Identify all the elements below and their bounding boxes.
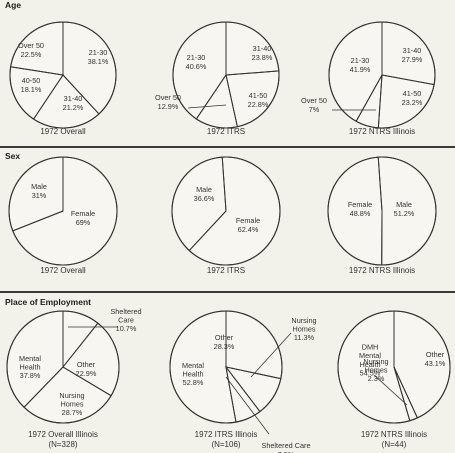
pie-slice [9, 66, 64, 120]
leader-line [225, 376, 270, 435]
pie-slice [377, 156, 437, 266]
pie-slice [62, 21, 117, 115]
pie-slice [10, 21, 64, 76]
slice-label: DMH Mental Health 54.5% [359, 343, 381, 378]
slice-label: 21-30 38.1% [88, 48, 109, 66]
pie-chart-5: Female 62.4% Male 36.6% 1972 ITRS [171, 156, 281, 275]
pie-slice [377, 74, 435, 129]
slice-label: Mental Health 37.8% [19, 354, 41, 380]
pie-caption: 1972 NTRS Illinois [349, 266, 415, 275]
pie-caption: 1972 Overall [40, 266, 86, 275]
pie-caption: 1972 NTRS Illinois [349, 127, 415, 136]
slice-label: Sheltered Care 10.7% [110, 307, 141, 333]
pie-chart-9: Other 43.1% Nursing Homes 2.3%DMH Mental Healt… [337, 310, 451, 449]
pie-caption: 1972 Overall Illinois [28, 430, 98, 439]
pie-chart-6: Male 51.2% Female 48.8% 1972 NTRS Illinois [327, 156, 437, 275]
pie-chart-3: 31-40 27.9% 41-50 23.2% Over 50 7% 21-30 41.9% 1… [301, 21, 436, 136]
pie-slice [23, 366, 112, 424]
slice-label: Nursing Homes 2.3% [363, 357, 388, 383]
pie-slice [225, 21, 280, 76]
pie-chart-1: 21-30 38.1% 31-40 21.2% 40-50 18.1% Over 50 22.… [9, 21, 117, 136]
leader-line [373, 374, 408, 406]
slice-label: 40-50 18.1% [21, 76, 42, 94]
pie-chart-2: 31-40 23.8% 41-50 22.8% Over 50 12.9% 21-30 40.… [155, 21, 280, 136]
slice-label: 31-40 21.2% [63, 94, 84, 112]
slice-label: Sheltered Care7.5% [261, 441, 310, 453]
section-divider-sex [0, 291, 455, 293]
pie-caption-n: (N=328) [48, 440, 77, 449]
pie-slice [172, 21, 227, 120]
pie-caption: 1972 NTRS Illinois [361, 430, 427, 439]
slice-label: 21-30 41.9% [350, 56, 371, 74]
pie-chart-4: Female 69% Male 31% 1972 Overall [8, 156, 118, 275]
slice-label: 31-40 23.8% [252, 44, 273, 62]
pie-slice [225, 70, 280, 128]
section-title-age: Age [5, 0, 22, 10]
slice-label: Mental Health 52.8% [182, 361, 204, 387]
pie-slice [393, 310, 451, 419]
pie-slice [8, 156, 64, 232]
pie-slice [225, 310, 283, 380]
pie-caption-n: (N=106) [211, 440, 240, 449]
pie-caption: 1972 ITRS [207, 266, 245, 275]
pie-slice [62, 322, 120, 397]
slice-label: Other 28.3% [214, 333, 235, 351]
slice-label: 31-40 27.9% [402, 46, 423, 64]
section-title-sex: Sex [5, 151, 21, 161]
slice-label: Male 31% [31, 182, 47, 200]
slice-label: Over 50 22.5% [18, 41, 44, 59]
slice-label: Male 36.6% [194, 185, 215, 203]
slice-label: Over 50 12.9% [155, 93, 181, 111]
pie-slice [381, 21, 436, 86]
section-title-employment: Place of Employment [5, 297, 91, 307]
slice-label: Nursing Homes 28.7% [59, 391, 84, 417]
pie-slice [337, 310, 411, 424]
slice-label: Other 43.1% [425, 350, 446, 368]
slice-label: Nursing Homes 11.3% [291, 316, 316, 342]
pie-slice [32, 74, 100, 129]
pie-chart-7: Sheltered Care 10.7% Other 22.9% Nursing Homes… [6, 307, 142, 449]
pie-slice [188, 156, 281, 266]
leader-line [250, 332, 292, 378]
pie-caption: 1972 ITRS Illinois [195, 430, 258, 439]
pie-slice [328, 21, 383, 122]
slice-label: Female 48.8% [348, 200, 372, 218]
slice-label: Over 50 7% [301, 96, 327, 114]
slice-label: 41-50 23.2% [402, 89, 423, 107]
pie-slice [6, 310, 64, 408]
pie-caption-n: (N=44) [382, 440, 407, 449]
slice-label: Female 62.4% [236, 216, 260, 234]
slice-label: 21-30 40.6% [186, 53, 207, 71]
slice-label: Other 22.9% [76, 360, 97, 378]
pie-slice [327, 156, 383, 266]
pie-caption: 1972 Overall [40, 127, 86, 136]
pie-slice [12, 156, 118, 266]
pie-slice [171, 156, 227, 252]
slice-label: Female 69% [71, 209, 95, 227]
pie-chart-8: Other 28.3% Nursing Homes 11.3% Sheltered Car… [169, 310, 317, 453]
slice-label: Male 51.2% [394, 200, 415, 218]
pie-slice [169, 310, 237, 424]
section-divider-age [0, 146, 455, 148]
leader-line [187, 104, 227, 109]
slice-label: 41-50 22.8% [248, 91, 269, 109]
pie-caption: 1972 ITRS [207, 127, 245, 136]
